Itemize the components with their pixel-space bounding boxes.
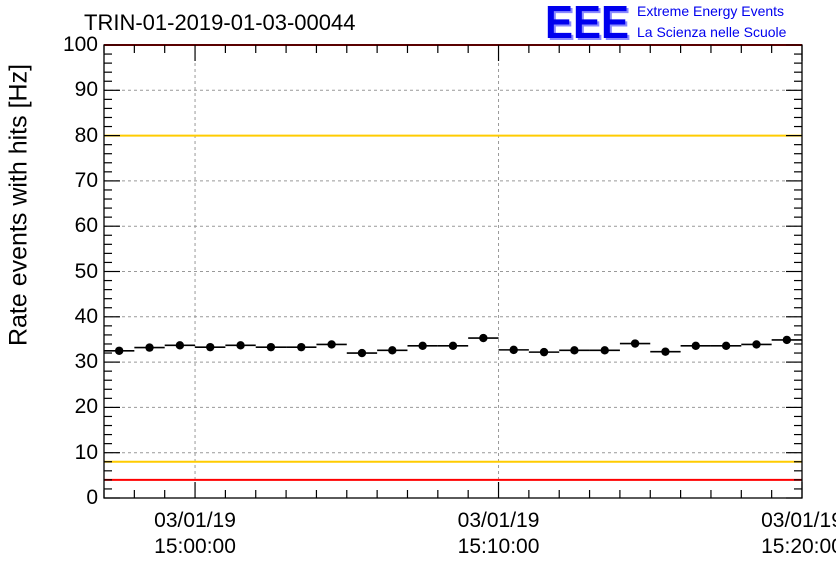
data-point bbox=[600, 346, 609, 355]
eee-logo: EEE EEE bbox=[545, 2, 631, 46]
x-tick-time: 15:00:00 bbox=[154, 535, 236, 558]
x-tick-label: 03/01/19 15:20:00 bbox=[742, 508, 836, 560]
data-point bbox=[266, 342, 276, 352]
data-point bbox=[418, 341, 427, 350]
x-tick-date: 03/01/19 bbox=[457, 509, 540, 532]
data-point bbox=[236, 341, 245, 350]
logo-mark: EEE bbox=[545, 2, 629, 46]
data-point bbox=[691, 341, 700, 350]
y-tick-label: 0 bbox=[86, 486, 98, 509]
y-tick-label: 50 bbox=[74, 259, 98, 283]
y-tick-label: 10 bbox=[74, 440, 98, 464]
data-point bbox=[782, 335, 792, 345]
data-point bbox=[661, 347, 670, 356]
y-tick-label: 80 bbox=[74, 123, 98, 147]
data-point bbox=[175, 341, 185, 350]
logo-line-2: La Scienza nelle Scuole bbox=[637, 24, 787, 40]
x-tick-date: 03/01/19 bbox=[154, 509, 236, 532]
x-tick-label: 03/01/19 15:00:00 bbox=[135, 508, 255, 560]
data-point bbox=[357, 348, 367, 358]
x-tick-label: 03/01/19 15:10:00 bbox=[439, 508, 559, 560]
y-axis-label: Rate events with hits [Hz] bbox=[4, 63, 33, 347]
data-point bbox=[721, 341, 731, 350]
x-tick-time: 15:10:00 bbox=[457, 535, 540, 558]
data-point bbox=[752, 340, 761, 349]
data-point bbox=[206, 342, 215, 352]
y-tick-label: 40 bbox=[74, 304, 98, 328]
x-tick-time: 15:20:00 bbox=[761, 535, 836, 558]
data-point bbox=[145, 343, 154, 352]
y-tick-label: 30 bbox=[74, 350, 98, 374]
y-tick-label: 60 bbox=[74, 214, 98, 238]
y-tick-label: 20 bbox=[74, 395, 98, 419]
data-point bbox=[570, 346, 579, 355]
data-point bbox=[297, 342, 306, 352]
data-point bbox=[479, 333, 488, 343]
data-point bbox=[448, 341, 458, 350]
data-point bbox=[509, 345, 518, 355]
y-tick-label: 100 bbox=[62, 33, 98, 56]
logo-line-1: Extreme Energy Events bbox=[637, 3, 785, 19]
y-tick-label: 70 bbox=[74, 168, 98, 192]
x-tick-date: 03/01/19 bbox=[761, 509, 836, 532]
y-tick-label: 90 bbox=[74, 78, 98, 102]
data-point bbox=[388, 346, 397, 355]
data-point bbox=[327, 340, 336, 349]
chart-title: TRIN-01-2019-01-03-00044 bbox=[84, 10, 356, 35]
data-point bbox=[630, 339, 640, 348]
data-point bbox=[539, 347, 549, 357]
logo-mark-shadow: EEE bbox=[547, 2, 631, 46]
data-point bbox=[114, 346, 124, 355]
